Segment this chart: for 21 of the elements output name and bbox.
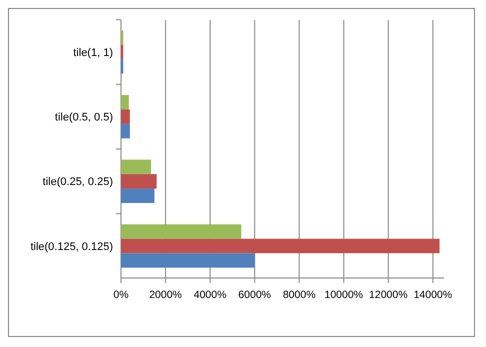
- x-tick-label: 4000%: [194, 289, 226, 301]
- x-tick-label: 6000%: [238, 289, 272, 301]
- x-tick-label: 10000%: [324, 289, 364, 301]
- x-tick-label: 0%: [113, 289, 129, 301]
- bar: [121, 188, 154, 203]
- bar: [121, 109, 130, 124]
- bar: [121, 253, 255, 268]
- x-tick-label: 14000%: [414, 289, 452, 301]
- bar: [121, 95, 129, 110]
- bar: [121, 160, 152, 174]
- y-tick-label: tile(0.25, 0.25): [42, 176, 113, 188]
- bar: [121, 174, 157, 189]
- bar: [121, 124, 130, 138]
- y-tick-label: tile(1, 1): [73, 46, 113, 59]
- x-tick-label: 8000%: [282, 289, 316, 301]
- x-tick-label: 2000%: [149, 289, 182, 301]
- y-tick-label: tile(0.5, 0.5): [54, 112, 113, 124]
- bar: [121, 224, 242, 239]
- x-tick-label: 12000%: [369, 289, 408, 301]
- y-tick-label: tile(0.125, 0.125): [30, 240, 113, 253]
- bar: [121, 238, 440, 254]
